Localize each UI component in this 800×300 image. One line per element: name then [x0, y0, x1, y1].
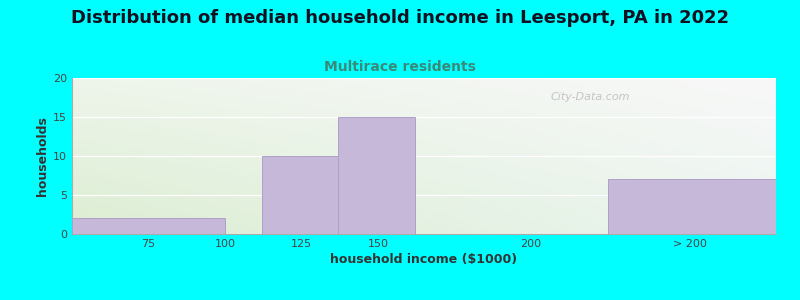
Bar	[72, 218, 225, 234]
Text: Distribution of median household income in Leesport, PA in 2022: Distribution of median household income …	[71, 9, 729, 27]
X-axis label: household income ($1000): household income ($1000)	[330, 253, 518, 266]
Bar	[262, 156, 338, 234]
Text: City-Data.com: City-Data.com	[550, 92, 630, 102]
Y-axis label: households: households	[36, 116, 49, 196]
Text: Multirace residents: Multirace residents	[324, 60, 476, 74]
Bar	[608, 179, 776, 234]
Bar	[338, 117, 415, 234]
